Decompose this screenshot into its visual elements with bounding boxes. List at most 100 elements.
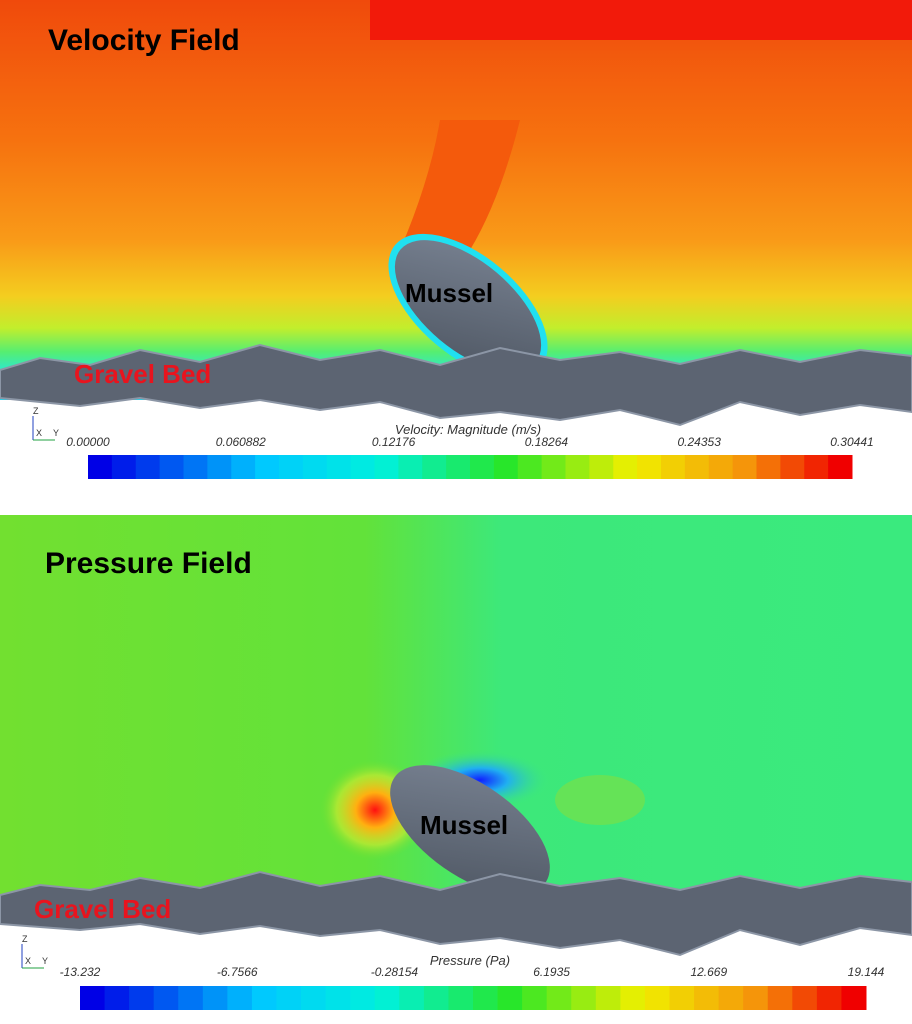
colorbar-segment (446, 455, 471, 479)
bed-label: Gravel Bed (34, 894, 171, 924)
colorbar-segment (620, 986, 646, 1010)
colorbar-segment (694, 986, 720, 1010)
colorbar-segment (571, 986, 597, 1010)
colorbar-segment (135, 455, 161, 479)
mussel-shape (390, 765, 550, 895)
colorbar-title: Velocity: Magnitude (m/s) (395, 422, 541, 437)
colorbar-segment (522, 986, 548, 1010)
colorbar-segment (104, 986, 130, 1010)
bed-label: Gravel Bed (74, 359, 211, 389)
gravel-bed (0, 343, 912, 427)
colorbar-segment (399, 986, 425, 1010)
colorbar-segment (325, 986, 351, 1010)
colorbar-segment (565, 455, 590, 479)
colorbar-segment (178, 986, 204, 1010)
colorbar-segment (613, 455, 638, 479)
colorbar: -13.232 -6.7566 -0.28154 6.1935 12.669 19.144 (60, 965, 885, 1010)
colorbar-segment (202, 986, 228, 1010)
colorbar-segment (497, 986, 523, 1010)
panel-title: Velocity Field (48, 24, 240, 57)
colorbar-segment (841, 986, 867, 1010)
colorbar-segment (227, 986, 253, 1010)
panel-title: Pressure Field (45, 547, 252, 580)
colorbar-segment (743, 986, 769, 1010)
colorbar-segment (589, 455, 614, 479)
colorbar-segment (279, 455, 304, 479)
colorbar-segment (541, 455, 566, 479)
colorbar-segment (422, 455, 447, 479)
velocity-wake (400, 120, 520, 250)
colorbar-segment (767, 986, 793, 1010)
colorbar-segment (251, 986, 277, 1010)
colorbar-segment (756, 455, 781, 479)
colorbar-segment (423, 986, 449, 1010)
colorbar-segment (350, 986, 376, 1010)
colorbar-segment (111, 455, 137, 479)
colorbar-tick-label: 0.30441 (830, 435, 873, 449)
colorbar: 0.00000 0.060882 0.12176 0.18264 0.24353 0.30… (66, 435, 874, 479)
colorbar-segment (661, 455, 686, 479)
colorbar-segment (159, 455, 184, 479)
colorbar-segment (595, 986, 621, 1010)
colorbar-tick-label: 0.12176 (372, 435, 416, 449)
pressure-zone (555, 775, 645, 825)
axis-triad: Z X Y (21, 934, 48, 969)
velocity-max-zone (370, 0, 912, 40)
colorbar-segment (88, 455, 113, 479)
colorbar-segment (669, 986, 695, 1010)
colorbar-tick-label: 6.1935 (533, 965, 570, 979)
colorbar-segment (350, 455, 375, 479)
colorbar-tick-label: -6.7566 (217, 965, 258, 979)
colorbar-segment (153, 986, 179, 1010)
colorbar-tick-label: -0.28154 (371, 965, 419, 979)
colorbar-segment (828, 455, 853, 479)
colorbar-segment (546, 986, 572, 1010)
colorbar-title: Pressure (Pa) (430, 953, 510, 968)
colorbar-segment (231, 455, 256, 479)
colorbar-tick-label: 0.00000 (66, 435, 110, 449)
colorbar-segment (448, 986, 474, 1010)
colorbar-tick-label: -13.232 (60, 965, 101, 979)
colorbar-tick-label: 0.18264 (525, 435, 569, 449)
colorbar-segment (374, 455, 399, 479)
gravel-bed (0, 870, 912, 957)
colorbar-tick-label: 12.669 (690, 965, 727, 979)
triad-label: X (36, 428, 42, 438)
colorbar-segment (129, 986, 155, 1010)
colorbar-segment (684, 455, 710, 479)
colorbar-segment (792, 986, 818, 1010)
colorbar-segment (473, 986, 499, 1010)
colorbar-tick-label: 0.24353 (678, 435, 722, 449)
colorbar-segment (470, 455, 495, 479)
triad-label: Z (33, 406, 39, 416)
mussel-shape (394, 240, 542, 372)
colorbar-segment (326, 455, 352, 479)
colorbar-segment (708, 455, 734, 479)
colorbar-segment (276, 986, 302, 1010)
triad-label: Z (22, 934, 28, 944)
colorbar-segment (398, 455, 423, 479)
colorbar-segment (804, 455, 829, 479)
triad-label: Y (42, 956, 48, 966)
colorbar-segment (644, 986, 670, 1010)
colorbar-segment (732, 455, 757, 479)
colorbar-segment (816, 986, 842, 1010)
colorbar-tick-label: 19.144 (848, 965, 885, 979)
colorbar-segment (255, 455, 280, 479)
colorbar-segment (517, 455, 543, 479)
colorbar-segment (80, 986, 106, 1010)
colorbar-segment (183, 455, 208, 479)
colorbar-segment (207, 455, 232, 479)
colorbar-segment (302, 455, 328, 479)
colorbar-tick-label: 0.060882 (216, 435, 266, 449)
object-label: Mussel (405, 278, 493, 308)
colorbar-segment (718, 986, 744, 1010)
colorbar-segment (637, 455, 662, 479)
colorbar-segment (493, 455, 519, 479)
colorbar-segment (780, 455, 805, 479)
object-label: Mussel (420, 810, 508, 840)
triad-label: X (25, 956, 31, 966)
triad-label: Y (53, 428, 59, 438)
colorbar-segment (301, 986, 327, 1010)
